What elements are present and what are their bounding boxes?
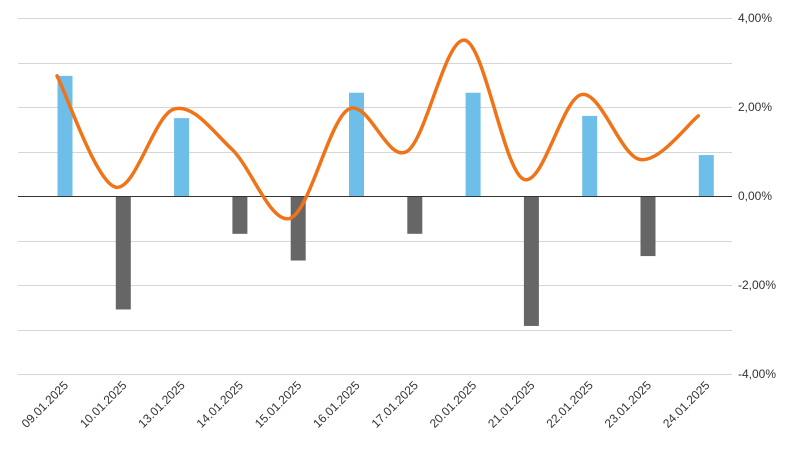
x-tick-label: 21.01.2025 (485, 378, 538, 431)
bar (465, 92, 481, 196)
x-tick-label: 10.01.2025 (77, 378, 130, 431)
x-tick-label: 24.01.2025 (660, 378, 713, 431)
x-axis-labels: 09.01.2025 10.01.2025 13.01.2025 14.01.2025… (19, 378, 713, 431)
bar (523, 196, 539, 326)
bar (698, 155, 714, 196)
x-tick-label: 16.01.2025 (310, 378, 363, 431)
line-series (55, 38, 701, 221)
bar (640, 196, 656, 257)
x-tick-label: 20.01.2025 (427, 378, 480, 431)
bar (407, 196, 423, 234)
y-tick-label: -2,00% (738, 278, 776, 292)
grid-lines (18, 18, 732, 375)
y-tick-label: -4,00% (738, 367, 776, 381)
x-tick-label: 23.01.2025 (602, 378, 655, 431)
x-tick-label: 13.01.2025 (135, 378, 188, 431)
y-tick-label: 0,00% (738, 189, 772, 203)
x-tick-label: 17.01.2025 (369, 378, 422, 431)
y-axis-labels: 4,00% 2,00% 0,00% -2,00% -4,00% (738, 11, 776, 381)
bar (232, 196, 248, 234)
x-tick-label: 09.01.2025 (19, 378, 72, 431)
y-tick-label: 2,00% (738, 100, 772, 114)
x-tick-label: 15.01.2025 (252, 378, 305, 431)
bar (290, 196, 306, 261)
bar (174, 118, 190, 196)
bar (582, 115, 598, 196)
bar (115, 196, 131, 310)
bar-series (57, 75, 714, 326)
x-tick-label: 14.01.2025 (194, 378, 247, 431)
y-tick-label: 4,00% (738, 11, 772, 25)
bar (349, 92, 364, 196)
x-tick-label: 22.01.2025 (543, 378, 596, 431)
